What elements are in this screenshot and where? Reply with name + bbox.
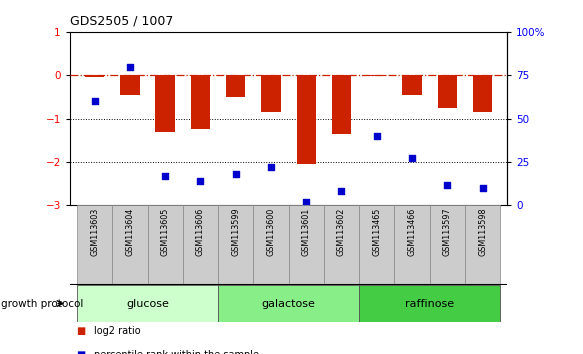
Point [125,64,135,69]
Text: GSM113598: GSM113598 [478,208,487,256]
Text: GSM113597: GSM113597 [442,208,452,256]
Text: ■: ■ [76,326,85,336]
Bar [218,205,254,285]
Bar [359,285,500,322]
Text: ■: ■ [76,350,85,354]
Bar [367,75,387,76]
Bar [297,75,316,164]
Bar [332,75,351,134]
Bar [473,75,492,112]
Text: GSM113605: GSM113605 [161,208,170,256]
Bar [85,75,104,78]
Bar [226,75,245,97]
Bar [120,75,139,95]
Point [301,199,311,205]
Bar [113,205,147,285]
Text: GSM113465: GSM113465 [372,208,381,256]
Text: GSM113466: GSM113466 [408,208,416,256]
Point [231,171,240,177]
Point [160,173,170,179]
Text: GSM113599: GSM113599 [231,208,240,256]
Bar [191,75,210,130]
Bar [156,75,175,132]
Text: GSM113603: GSM113603 [90,208,99,256]
Bar [465,205,500,285]
Bar [438,75,457,108]
Point [372,133,381,139]
Bar [394,205,430,285]
Bar [254,205,289,285]
Bar [261,75,280,112]
Text: growth protocol: growth protocol [1,298,83,309]
Bar [218,285,359,322]
Text: GSM113602: GSM113602 [337,208,346,256]
Text: raffinose: raffinose [405,298,454,309]
Text: percentile rank within the sample: percentile rank within the sample [94,350,259,354]
Bar [430,205,465,285]
Point [408,156,417,161]
Bar [359,205,394,285]
Bar [183,205,218,285]
Point [442,182,452,187]
Text: GDS2505 / 1007: GDS2505 / 1007 [70,14,173,27]
Bar [77,285,218,322]
Bar [402,75,422,95]
Text: GSM113604: GSM113604 [125,208,135,256]
Point [196,178,205,184]
Text: glucose: glucose [126,298,169,309]
Text: GSM113601: GSM113601 [302,208,311,256]
Bar [324,205,359,285]
Text: GSM113606: GSM113606 [196,208,205,256]
Bar [289,205,324,285]
Point [337,189,346,194]
Point [478,185,487,191]
Text: log2 ratio: log2 ratio [94,326,141,336]
Point [90,98,99,104]
Bar [77,205,113,285]
Bar [147,205,183,285]
Text: galactose: galactose [262,298,315,309]
Text: GSM113600: GSM113600 [266,208,275,256]
Point [266,164,276,170]
